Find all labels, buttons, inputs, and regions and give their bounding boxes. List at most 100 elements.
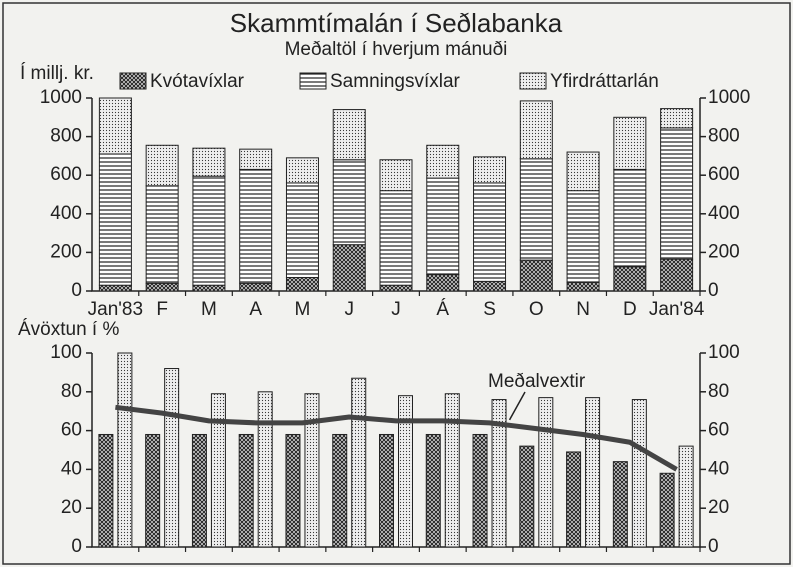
bar	[238, 433, 254, 548]
bar-segment	[379, 284, 413, 292]
bar	[285, 433, 301, 548]
legend-label: Kvótavíxlar	[150, 71, 245, 92]
y-tick-label: 20	[708, 497, 729, 518]
bar-segment	[613, 116, 647, 170]
legend-swatch	[119, 72, 147, 90]
x-tick-label: J	[391, 299, 401, 320]
chart-title: Skammtímalán í Seðlabanka	[230, 8, 563, 38]
bar-segment	[566, 190, 600, 283]
bar-segment	[98, 153, 132, 286]
bar-segment	[473, 156, 507, 184]
bar	[304, 393, 320, 548]
y-tick-label: 1000	[708, 87, 750, 108]
y-tick-label: 1000	[40, 87, 82, 108]
bar	[98, 433, 114, 548]
y-tick-label: 80	[61, 381, 82, 402]
y-tick-label: 400	[708, 203, 740, 224]
bar	[612, 461, 628, 548]
x-tick-label: D	[623, 299, 637, 320]
bar-segment	[519, 158, 553, 261]
bar-segment	[426, 274, 460, 292]
bar-segment	[332, 244, 366, 292]
bar-segment	[613, 168, 647, 268]
x-tick-label: S	[483, 299, 496, 320]
bar-segment	[192, 147, 226, 177]
bar	[491, 399, 507, 548]
annotation-leader	[508, 391, 526, 421]
bar	[398, 395, 413, 548]
y-tick-label: 0	[71, 280, 82, 301]
bar-segment	[660, 127, 694, 260]
bar-segment	[145, 282, 179, 292]
bar-segment	[426, 144, 460, 179]
axis	[91, 353, 701, 548]
bar-segment	[473, 182, 507, 282]
bar-segment	[192, 284, 226, 292]
y-tick-label: 60	[61, 420, 82, 441]
bar	[444, 393, 460, 548]
bar-segment	[239, 282, 273, 292]
bar	[191, 433, 207, 548]
bar	[145, 433, 161, 548]
legend-swatch	[299, 72, 327, 90]
y-tick-label: 40	[61, 458, 82, 479]
y-tick-label: 800	[708, 126, 740, 147]
y-tick-label: 400	[50, 203, 82, 224]
bar	[164, 368, 180, 548]
bar	[659, 472, 675, 548]
bar-segment	[285, 276, 319, 292]
bar-segment	[285, 182, 319, 278]
bar-segment	[98, 284, 132, 292]
bar-segment	[239, 148, 273, 170]
y-axis-label: Ávöxtun í %	[18, 319, 119, 340]
x-tick-label: J	[344, 299, 354, 320]
bar-segment	[473, 280, 507, 292]
bar-segment	[613, 266, 647, 292]
y-tick-label: 0	[708, 536, 719, 557]
bar	[678, 445, 694, 548]
bar-segment	[239, 168, 273, 284]
bar	[631, 399, 647, 548]
line	[115, 404, 678, 472]
y-axis-label: Í millj. kr.	[20, 63, 94, 84]
y-tick-label: 100	[50, 342, 82, 363]
y-tick-label: 200	[708, 241, 740, 262]
y-tick-label: 40	[708, 458, 729, 479]
bar-segment	[98, 97, 132, 155]
bar-segment	[426, 177, 460, 276]
x-tick-label: M	[201, 299, 217, 320]
legend-label: Samningsvíxlar	[330, 71, 461, 92]
y-tick-label: 200	[50, 241, 82, 262]
bar-segment	[519, 259, 553, 292]
legend-swatch	[519, 72, 547, 90]
y-tick-label: 800	[50, 126, 82, 147]
x-tick-label: F	[156, 299, 168, 320]
y-tick-label: 0	[708, 280, 719, 301]
bar	[351, 377, 367, 548]
x-tick-label: A	[249, 299, 262, 320]
bar-segment	[332, 109, 366, 161]
x-tick-label: M	[295, 299, 311, 320]
y-tick-label: 100	[708, 342, 740, 363]
bar	[566, 451, 582, 548]
y-tick-label: 20	[61, 497, 82, 518]
bar-segment	[332, 159, 366, 246]
x-tick-label: Jan'84	[649, 299, 705, 320]
y-tick-label: 600	[50, 164, 82, 185]
bar-segment	[379, 190, 413, 286]
bar-segment	[145, 144, 179, 187]
bar	[472, 433, 488, 548]
bar	[538, 397, 554, 548]
bar	[332, 433, 348, 548]
bar	[257, 391, 273, 548]
x-tick-label: Á	[436, 299, 449, 320]
y-tick-label: 80	[708, 381, 729, 402]
x-tick-label: Jan'83	[88, 299, 143, 320]
bar-segment	[660, 108, 694, 129]
y-tick-label: 60	[708, 420, 729, 441]
chart-subtitle: Meðaltöl í hverjum mánuði	[285, 39, 508, 60]
x-tick-label: N	[576, 299, 590, 320]
legend-label: Yfirdráttarlán	[550, 71, 659, 92]
bar-segment	[379, 159, 413, 192]
